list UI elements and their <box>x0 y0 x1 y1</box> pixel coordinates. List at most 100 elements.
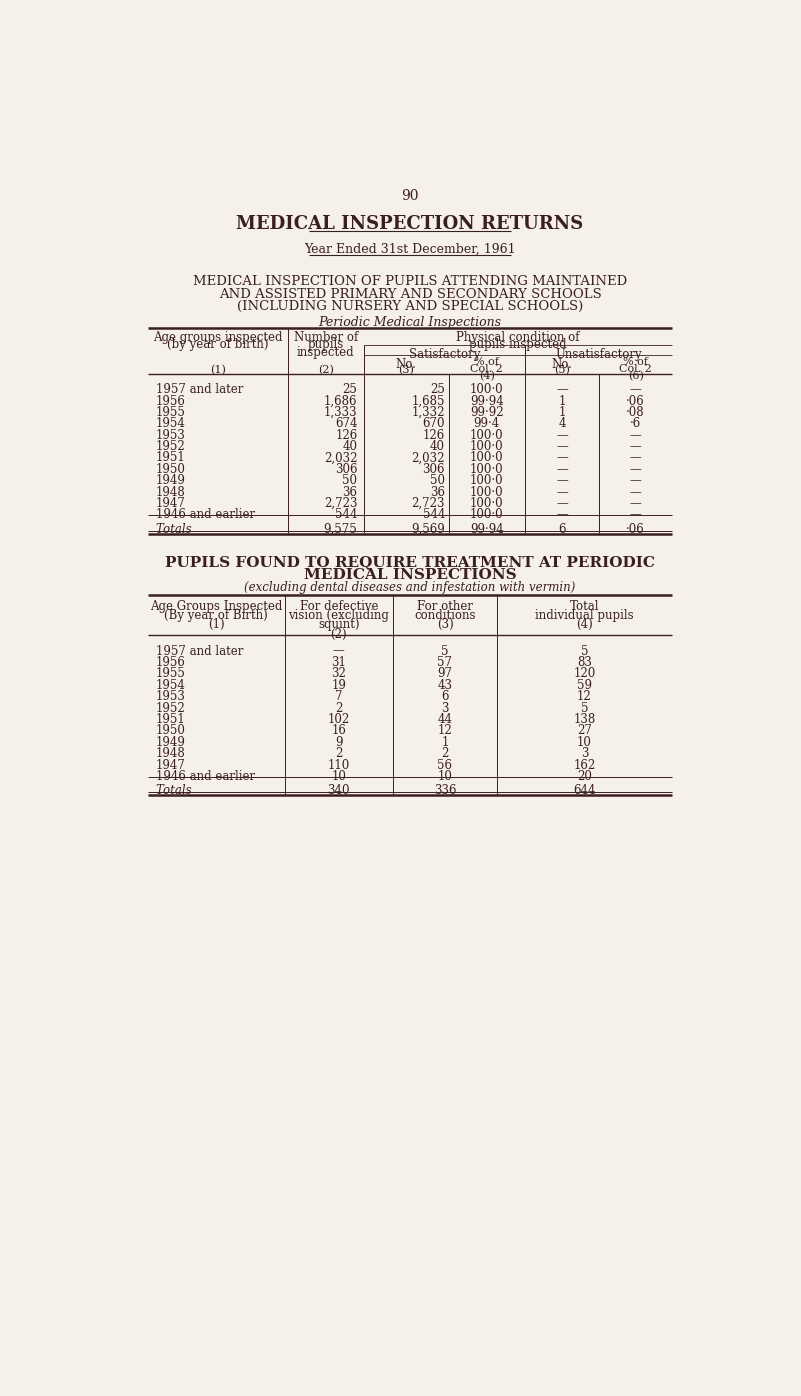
Text: —: — <box>556 383 568 396</box>
Text: —: — <box>556 440 568 454</box>
Text: 1: 1 <box>558 395 566 408</box>
Text: (1): (1) <box>210 366 226 376</box>
Text: 12: 12 <box>578 690 592 704</box>
Text: 2: 2 <box>335 747 343 761</box>
Text: 36: 36 <box>342 486 357 498</box>
Text: —: — <box>556 451 568 465</box>
Text: 6: 6 <box>558 524 566 536</box>
Text: 100·0: 100·0 <box>470 486 504 498</box>
Text: 1954: 1954 <box>156 417 186 430</box>
Text: 25: 25 <box>430 383 445 396</box>
Text: For defective: For defective <box>300 600 378 613</box>
Text: 100·0: 100·0 <box>470 475 504 487</box>
Text: 9,569: 9,569 <box>411 524 445 536</box>
Text: (1): (1) <box>208 618 225 631</box>
Text: 1957 and later: 1957 and later <box>156 645 244 658</box>
Text: (by year of birth): (by year of birth) <box>167 338 268 352</box>
Text: 44: 44 <box>437 713 453 726</box>
Text: conditions: conditions <box>414 609 476 623</box>
Text: 126: 126 <box>423 429 445 441</box>
Text: 1,333: 1,333 <box>324 406 357 419</box>
Text: —: — <box>630 429 642 441</box>
Text: 32: 32 <box>332 667 346 680</box>
Text: MEDICAL INSPECTIONS: MEDICAL INSPECTIONS <box>304 568 517 582</box>
Text: Col. 2: Col. 2 <box>619 364 652 374</box>
Text: 3: 3 <box>581 747 588 761</box>
Text: pupils inspected: pupils inspected <box>469 338 566 352</box>
Text: 1950: 1950 <box>156 463 186 476</box>
Text: (3): (3) <box>437 618 453 631</box>
Text: Age groups inspected: Age groups inspected <box>153 331 283 343</box>
Text: 19: 19 <box>332 678 346 692</box>
Text: 1949: 1949 <box>156 736 186 748</box>
Text: 1,686: 1,686 <box>324 395 357 408</box>
Text: 2,723: 2,723 <box>324 497 357 510</box>
Text: —: — <box>556 463 568 476</box>
Text: 100·0: 100·0 <box>470 451 504 465</box>
Text: 1954: 1954 <box>156 678 186 692</box>
Text: 162: 162 <box>574 758 596 772</box>
Text: 9,575: 9,575 <box>324 524 357 536</box>
Text: Unsatisfactory: Unsatisfactory <box>555 348 642 360</box>
Text: 5: 5 <box>581 645 588 658</box>
Text: 1947: 1947 <box>156 497 186 510</box>
Text: 1950: 1950 <box>156 725 186 737</box>
Text: ·6: ·6 <box>630 417 642 430</box>
Text: 5: 5 <box>441 645 449 658</box>
Text: 4: 4 <box>558 417 566 430</box>
Text: 25: 25 <box>343 383 357 396</box>
Text: AND ASSISTED PRIMARY AND SECONDARY SCHOOLS: AND ASSISTED PRIMARY AND SECONDARY SCHOO… <box>219 288 602 300</box>
Text: 102: 102 <box>328 713 350 726</box>
Text: 100·0: 100·0 <box>470 497 504 510</box>
Text: 100·0: 100·0 <box>470 429 504 441</box>
Text: (5): (5) <box>554 366 570 376</box>
Text: 1956: 1956 <box>156 656 186 669</box>
Text: 1957 and later: 1957 and later <box>156 383 244 396</box>
Text: —: — <box>556 486 568 498</box>
Text: 1946 and earlier: 1946 and earlier <box>156 508 255 522</box>
Text: Year Ended 31st December, 1961: Year Ended 31st December, 1961 <box>304 243 516 255</box>
Text: 1948: 1948 <box>156 486 186 498</box>
Text: 544: 544 <box>422 508 445 522</box>
Text: vision (excluding: vision (excluding <box>288 609 389 623</box>
Text: inspected: inspected <box>297 346 355 359</box>
Text: 10: 10 <box>437 771 453 783</box>
Text: 336: 336 <box>434 785 457 797</box>
Text: —: — <box>630 440 642 454</box>
Text: 9: 9 <box>335 736 343 748</box>
Text: —: — <box>630 475 642 487</box>
Text: (By year of Birth): (By year of Birth) <box>164 609 268 623</box>
Text: 100·0: 100·0 <box>470 383 504 396</box>
Text: —: — <box>630 508 642 522</box>
Text: (INCLUDING NURSERY AND SPECIAL SCHOOLS): (INCLUDING NURSERY AND SPECIAL SCHOOLS) <box>237 300 583 313</box>
Text: 306: 306 <box>422 463 445 476</box>
Text: 1946 and earlier: 1946 and earlier <box>156 771 255 783</box>
Text: 10: 10 <box>332 771 346 783</box>
Text: 99·94: 99·94 <box>470 395 504 408</box>
Text: 100·0: 100·0 <box>470 440 504 454</box>
Text: No.: No. <box>396 357 417 371</box>
Text: 1955: 1955 <box>156 406 186 419</box>
Text: 1: 1 <box>441 736 449 748</box>
Text: Number of: Number of <box>293 331 358 343</box>
Text: —: — <box>630 463 642 476</box>
Text: MEDICAL INSPECTION RETURNS: MEDICAL INSPECTION RETURNS <box>236 215 584 233</box>
Text: 12: 12 <box>437 725 453 737</box>
Text: 2,032: 2,032 <box>324 451 357 465</box>
Text: 1: 1 <box>558 406 566 419</box>
Text: Periodic Medical Inspections: Periodic Medical Inspections <box>319 315 501 329</box>
Text: 1955: 1955 <box>156 667 186 680</box>
Text: (2): (2) <box>331 628 347 641</box>
Text: (excluding dental diseases and infestation with vermin): (excluding dental diseases and infestati… <box>244 582 576 595</box>
Text: 1949: 1949 <box>156 475 186 487</box>
Text: —: — <box>630 451 642 465</box>
Text: 99·92: 99·92 <box>470 406 504 419</box>
Text: 2: 2 <box>335 702 343 715</box>
Text: 2: 2 <box>441 747 449 761</box>
Text: —: — <box>556 429 568 441</box>
Text: 10: 10 <box>577 736 592 748</box>
Text: 59: 59 <box>577 678 592 692</box>
Text: 1951: 1951 <box>156 451 186 465</box>
Text: 644: 644 <box>574 785 596 797</box>
Text: 90: 90 <box>401 188 419 202</box>
